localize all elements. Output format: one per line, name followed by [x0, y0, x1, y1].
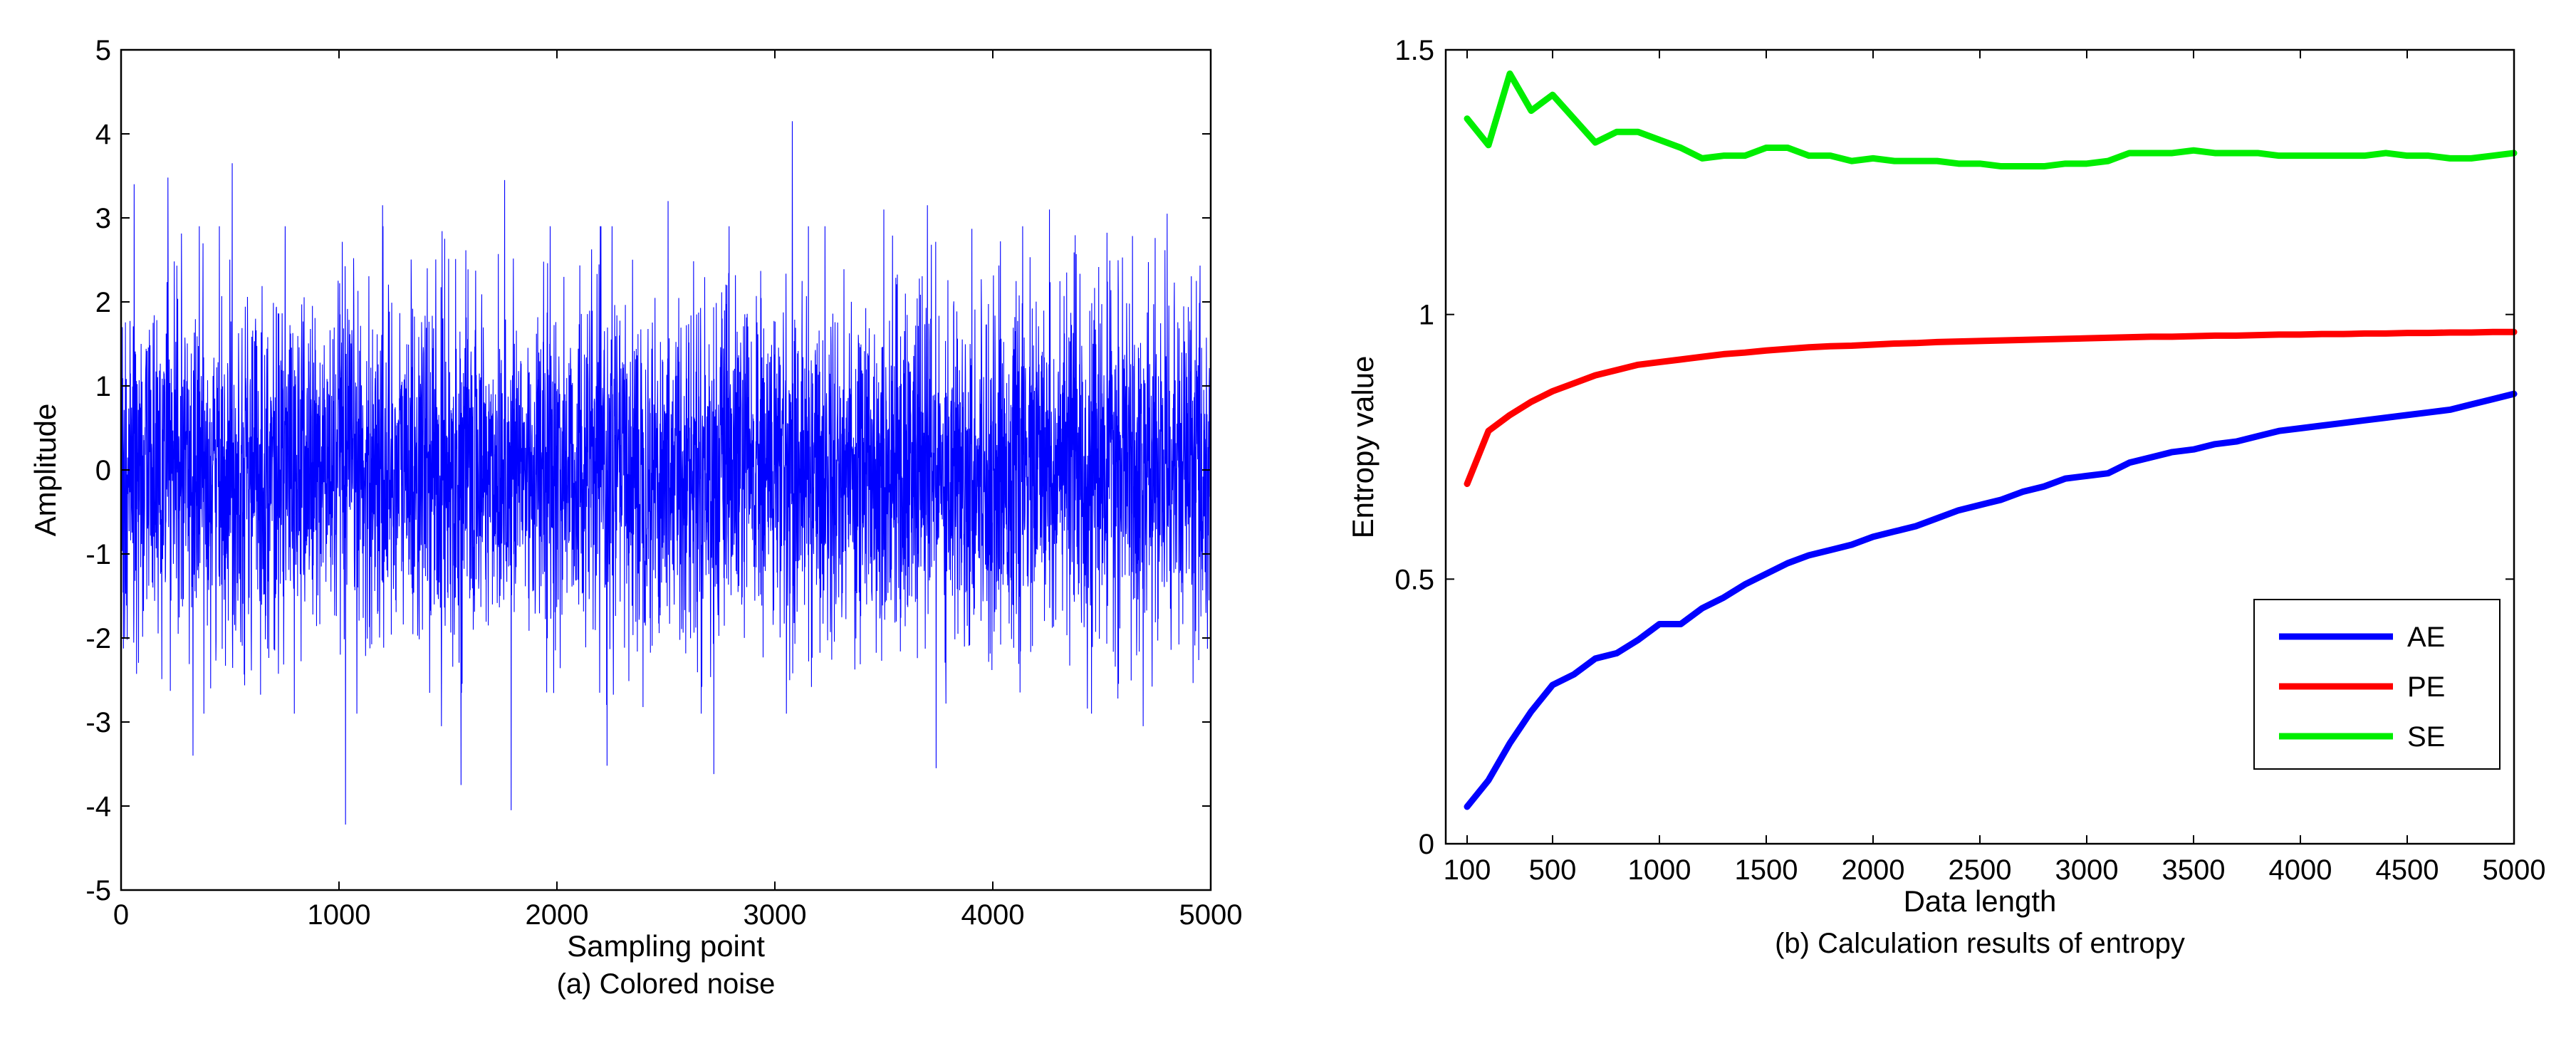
panel-a-y-tick-label: 1 — [95, 371, 111, 402]
panel-b-entropy-results: 100 500 1000 1500 2000 2500 3000 3500 4000 4500 50… — [1346, 35, 2545, 959]
panel-b-y-tick-label: 0 — [1419, 829, 1434, 860]
panel-a-y-tick-label: -4 — [85, 791, 111, 822]
panel-b-x-tick-label: 3000 — [2055, 854, 2119, 886]
panel-b-series-lines — [1464, 70, 2518, 810]
panel-a-y-tick-label: 3 — [95, 203, 111, 234]
panel-b-x-tick-label: 1500 — [1735, 854, 1798, 886]
panel-b-x-tick-label: 4500 — [2376, 854, 2439, 886]
panel-b-x-tick-label: 2500 — [1949, 854, 2012, 886]
panel-b-x-tick-label: 4000 — [2269, 854, 2332, 886]
panel-a-x-axis-label: Sampling point — [567, 929, 765, 963]
panel-a-y-tick-label: -3 — [85, 707, 111, 738]
panel-a-x-tick-label: 0 — [113, 899, 129, 931]
panel-b-y-tick-label: 0.5 — [1394, 564, 1434, 595]
panel-b-x-tick-label: 2000 — [1842, 854, 1905, 886]
legend: AE PE SE — [2253, 599, 2501, 770]
series-line-se — [1464, 70, 2518, 170]
panel-a-x-tick-label: 2000 — [526, 899, 589, 931]
panel-b-caption: (b) Calculation results of entropy — [1775, 928, 2185, 959]
panel-b-x-tick-label: 500 — [1529, 854, 1577, 886]
panel-a-y-tick-label: 0 — [95, 455, 111, 486]
panel-b-x-tick-label: 3500 — [2162, 854, 2226, 886]
panel-a-ticks: 0 1000 2000 3000 4000 5000 -5 -4 -3 -2 -1 0 1 2 3 4 5 — [85, 35, 1242, 931]
series-line-pe — [1464, 328, 2518, 488]
panel-a-x-tick-label: 3000 — [744, 899, 807, 931]
panel-b-x-tick-label: 100 — [1444, 854, 1491, 886]
series-line-ae — [1464, 390, 2518, 810]
panel-a-x-tick-label: 4000 — [961, 899, 1025, 931]
panel-b-x-tick-label: 1000 — [1628, 854, 1691, 886]
panel-b-ticks: 100 500 1000 1500 2000 2500 3000 3500 4000 4500 50… — [1394, 35, 2545, 886]
panel-a-y-tick-label: 2 — [95, 287, 111, 318]
panel-a-x-tick-label: 5000 — [1179, 899, 1243, 931]
panel-a-x-tick-label: 1000 — [308, 899, 371, 931]
panel-a-y-tick-label: 5 — [95, 35, 111, 66]
panel-a-colored-noise: 0 1000 2000 3000 4000 5000 -5 -4 -3 -2 -1 0 1 2 3 4 5 Sa… — [28, 35, 1242, 1000]
legend-label-ae: AE — [2407, 622, 2445, 653]
panel-a-y-tick-label: -2 — [85, 623, 111, 654]
series-colored-noise-line — [120, 121, 1211, 825]
panel-a-y-axis-label: Amplitude — [28, 404, 62, 537]
legend-label-pe: PE — [2407, 671, 2445, 703]
panel-a-y-tick-label: -5 — [85, 875, 111, 906]
panel-b-x-tick-label: 5000 — [2483, 854, 2546, 886]
panel-a-caption: (a) Colored noise — [557, 968, 776, 1000]
panel-a-y-tick-label: 4 — [95, 119, 111, 150]
panel-b-y-axis-label: Entropy value — [1346, 356, 1380, 539]
panel-b-y-tick-label: 1 — [1419, 300, 1434, 331]
panel-b-y-tick-label: 1.5 — [1394, 35, 1434, 66]
panel-a-y-tick-label: -1 — [85, 539, 111, 570]
panel-b-x-axis-label: Data length — [1904, 884, 2057, 918]
legend-label-se: SE — [2407, 721, 2445, 753]
